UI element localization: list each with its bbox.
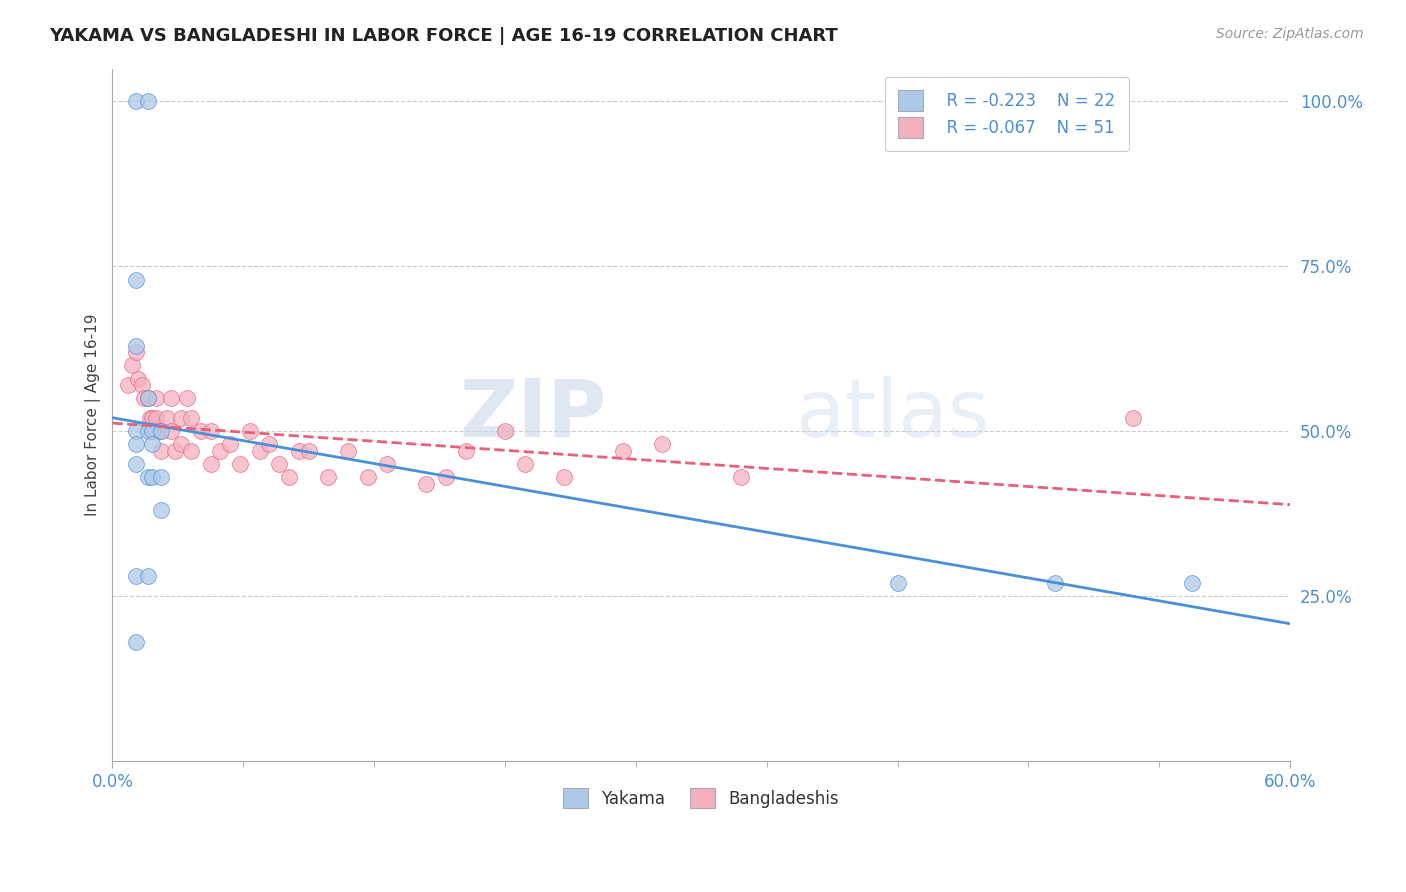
Point: [121, 359, 143, 373]
Point: [434, 470, 457, 484]
Point: [146, 425, 169, 439]
Point: [269, 457, 291, 471]
Point: [136, 470, 159, 484]
Point: [125, 635, 148, 649]
Point: [249, 444, 271, 458]
Point: [553, 470, 575, 484]
Point: [170, 437, 193, 451]
Point: [513, 457, 536, 471]
Point: [141, 425, 163, 439]
Point: [150, 503, 173, 517]
Point: [132, 392, 155, 406]
Point: [1122, 411, 1144, 425]
Text: YAKAMA VS BANGLADESHI IN LABOR FORCE | AGE 16-19 CORRELATION CHART: YAKAMA VS BANGLADESHI IN LABOR FORCE | A…: [49, 27, 838, 45]
Point: [136, 425, 159, 439]
Point: [131, 378, 153, 392]
Point: [141, 470, 163, 484]
Point: [730, 470, 752, 484]
Point: [125, 338, 148, 352]
Point: [1043, 576, 1066, 591]
Point: [165, 444, 187, 458]
Text: Source: ZipAtlas.com: Source: ZipAtlas.com: [1216, 27, 1364, 41]
Point: [136, 95, 159, 109]
Point: [180, 444, 202, 458]
Point: [125, 272, 148, 286]
Point: [150, 444, 173, 458]
Y-axis label: In Labor Force | Age 16-19: In Labor Force | Age 16-19: [86, 314, 101, 516]
Point: [145, 392, 167, 406]
Point: [125, 425, 148, 439]
Point: [259, 437, 281, 451]
Point: [141, 437, 163, 451]
Point: [136, 569, 159, 583]
Point: [886, 576, 908, 591]
Point: [170, 411, 193, 425]
Point: [125, 95, 148, 109]
Point: [125, 345, 148, 359]
Point: [278, 470, 301, 484]
Point: [336, 444, 359, 458]
Point: [125, 569, 148, 583]
Point: [160, 425, 183, 439]
Point: [200, 425, 222, 439]
Point: [156, 411, 179, 425]
Point: [141, 411, 163, 425]
Point: [176, 392, 198, 406]
Point: [150, 470, 173, 484]
Point: [288, 444, 311, 458]
Point: [150, 425, 173, 439]
Text: atlas: atlas: [796, 376, 990, 454]
Point: [200, 457, 222, 471]
Text: ZIP: ZIP: [460, 376, 607, 454]
Point: [356, 470, 378, 484]
Point: [127, 371, 149, 385]
Point: [125, 457, 148, 471]
Point: [190, 425, 212, 439]
Point: [298, 444, 321, 458]
Point: [209, 444, 232, 458]
Point: [651, 437, 673, 451]
Point: [125, 437, 148, 451]
Point: [138, 411, 160, 425]
Point: [180, 411, 202, 425]
Point: [160, 392, 183, 406]
Point: [612, 444, 634, 458]
Point: [117, 378, 139, 392]
Point: [219, 437, 242, 451]
Point: [318, 470, 340, 484]
Point: [375, 457, 398, 471]
Point: [141, 425, 163, 439]
Point: [229, 457, 252, 471]
Point: [494, 425, 516, 439]
Point: [239, 425, 262, 439]
Point: [150, 425, 173, 439]
Point: [1181, 576, 1204, 591]
Point: [454, 444, 477, 458]
Point: [145, 411, 167, 425]
Point: [136, 392, 159, 406]
Point: [415, 477, 437, 491]
Point: [136, 392, 159, 406]
Legend: Yakama, Bangladeshis: Yakama, Bangladeshis: [557, 781, 846, 815]
